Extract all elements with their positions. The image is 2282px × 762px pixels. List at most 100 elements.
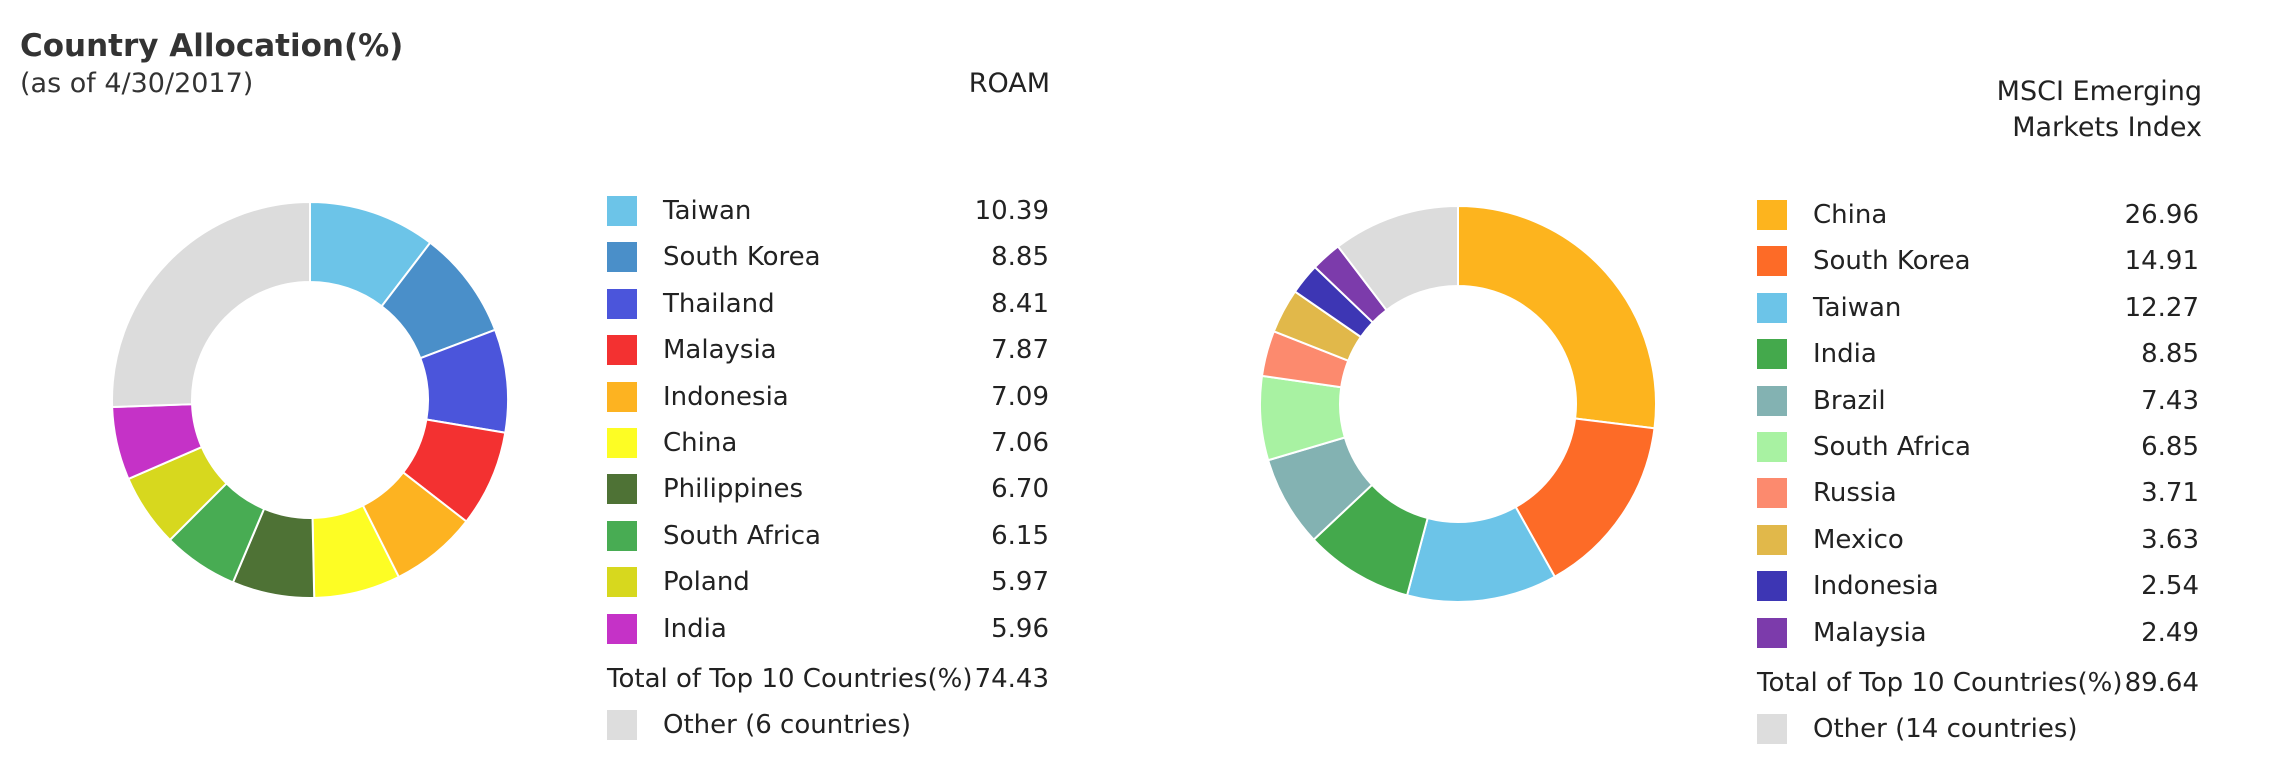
roam-legend-item-philippines: Philippines 6.70 — [607, 466, 1067, 512]
msci-legend-swatch — [1757, 524, 1787, 555]
msci-legend-item-south-africa: South Africa 6.85 — [1757, 424, 2217, 470]
msci-slice-other — [1336, 204, 1459, 312]
msci-legend-swatch — [1757, 200, 1787, 230]
msci-legend-label: Russia — [1813, 478, 1897, 509]
msci-legend-label: Indonesia — [1813, 571, 1939, 602]
msci-legend-item-taiwan: Taiwan 12.27 — [1757, 285, 2217, 331]
msci-chart-title: MSCI Emerging Markets Index — [1900, 74, 2202, 146]
msci-title-line-2: Markets Index — [2012, 112, 2202, 143]
roam-legend-swatch — [607, 427, 637, 458]
roam-legend-swatch — [607, 613, 637, 644]
msci-legend-item-china: China 26.96 — [1757, 192, 2217, 238]
msci-legend-label: India — [1813, 339, 1877, 370]
msci-legend-label: Mexico — [1813, 524, 1904, 555]
msci-legend-swatch — [1757, 431, 1787, 462]
roam-donut-chart — [111, 200, 509, 599]
roam-other-row: Other (6 countries) — [607, 702, 1067, 748]
roam-legend-swatch — [607, 335, 637, 366]
msci-other-label: Other (14 countries) — [1813, 713, 2078, 744]
msci-legend-item-south-korea: South Korea 14.91 — [1757, 238, 2217, 284]
page-title: Country Allocation(%) — [20, 28, 404, 64]
roam-legend-item-indonesia: Indonesia 7.09 — [607, 374, 1067, 420]
roam-legend-label: Malaysia — [663, 335, 777, 366]
msci-donut-chart — [1259, 204, 1657, 603]
msci-legend-label: South Korea — [1813, 246, 1971, 277]
roam-legend-value: 7.87 — [991, 335, 1049, 366]
roam-legend-value: 8.41 — [991, 288, 1049, 319]
roam-legend-swatch — [607, 196, 637, 226]
roam-legend-value: 6.15 — [991, 520, 1049, 551]
roam-legend-label: Philippines — [663, 474, 804, 505]
msci-legend-value: 2.54 — [2141, 571, 2199, 602]
msci-legend-label: China — [1813, 200, 1888, 230]
msci-legend-value: 3.63 — [2141, 524, 2199, 555]
as-of-date: (as of 4/30/2017) — [20, 68, 254, 99]
msci-total-row: Total of Top 10 Countries(%) 89.64 — [1757, 660, 2217, 706]
msci-legend-value: 8.85 — [2141, 339, 2199, 370]
roam-legend-item-south-africa: South Africa 6.15 — [607, 513, 1067, 559]
msci-legend-label: Taiwan — [1813, 292, 1902, 323]
roam-legend-swatch — [607, 242, 637, 273]
msci-legend-item-india: India 8.85 — [1757, 331, 2217, 377]
msci-legend-swatch — [1757, 385, 1787, 416]
roam-legend-item-china: China 7.06 — [607, 420, 1067, 466]
roam-legend-item-poland: Poland 5.97 — [607, 559, 1067, 605]
roam-legend-item-taiwan: Taiwan 10.39 — [607, 188, 1067, 234]
msci-legend-item-mexico: Mexico 3.63 — [1757, 517, 2217, 563]
roam-legend-label: Thailand — [663, 288, 775, 319]
roam-legend-swatch — [607, 520, 637, 551]
msci-legend-label: Brazil — [1813, 385, 1886, 416]
roam-total-row: Total of Top 10 Countries(%) 74.43 — [607, 656, 1067, 702]
roam-legend-value: 6.70 — [991, 474, 1049, 505]
roam-chart-title: ROAM — [968, 68, 1050, 99]
roam-legend-value: 5.96 — [991, 613, 1049, 644]
roam-legend: Taiwan 10.39 South Korea 8.85 Thailand 8.41 Ma… — [607, 188, 1067, 748]
roam-legend-label: Poland — [663, 567, 750, 598]
roam-legend-item-india: India 5.96 — [607, 606, 1067, 652]
roam-legend-value: 8.85 — [991, 242, 1049, 273]
roam-legend-label: India — [663, 613, 727, 644]
roam-legend-item-south-korea: South Korea 8.85 — [607, 234, 1067, 280]
msci-legend: China 26.96 South Korea 14.91 Taiwan 12.27 Ind… — [1757, 192, 2217, 752]
msci-legend-label: Malaysia — [1813, 617, 1927, 648]
roam-legend-value: 10.39 — [974, 196, 1049, 226]
msci-legend-swatch — [1757, 246, 1787, 277]
roam-total-label: Total of Top 10 Countries(%) — [607, 663, 973, 694]
roam-legend-label: Indonesia — [663, 381, 789, 412]
roam-legend-label: China — [663, 427, 738, 458]
msci-other-row: Other (14 countries) — [1757, 706, 2217, 752]
msci-legend-swatch — [1757, 478, 1787, 509]
msci-title-line-1: MSCI Emerging — [1996, 76, 2202, 107]
msci-legend-value: 14.91 — [2124, 246, 2199, 277]
msci-legend-swatch — [1757, 339, 1787, 370]
msci-total-label: Total of Top 10 Countries(%) — [1757, 667, 2123, 698]
msci-legend-label: South Africa — [1813, 431, 1971, 462]
msci-legend-value: 12.27 — [2124, 292, 2199, 323]
msci-legend-swatch — [1757, 571, 1787, 602]
roam-legend-item-malaysia: Malaysia 7.87 — [607, 327, 1067, 373]
msci-legend-item-indonesia: Indonesia 2.54 — [1757, 563, 2217, 609]
roam-other-label: Other (6 countries) — [663, 709, 911, 740]
msci-legend-swatch — [1757, 292, 1787, 323]
roam-legend-swatch — [607, 288, 637, 319]
msci-legend-item-malaysia: Malaysia 2.49 — [1757, 610, 2217, 656]
msci-legend-value: 3.71 — [2141, 478, 2199, 509]
roam-legend-swatch — [607, 567, 637, 598]
msci-legend-value: 2.49 — [2141, 617, 2199, 648]
roam-legend-value: 7.09 — [991, 381, 1049, 412]
roam-legend-swatch — [607, 474, 637, 505]
msci-legend-value: 6.85 — [2141, 431, 2199, 462]
roam-total-value: 74.43 — [974, 663, 1049, 694]
msci-other-swatch — [1757, 713, 1787, 744]
msci-legend-item-brazil: Brazil 7.43 — [1757, 378, 2217, 424]
msci-slice-china — [1457, 204, 1657, 430]
roam-legend-value: 5.97 — [991, 567, 1049, 598]
roam-legend-label: South Africa — [663, 520, 821, 551]
roam-other-swatch — [607, 709, 637, 740]
msci-legend-value: 26.96 — [2124, 200, 2199, 230]
msci-legend-item-russia: Russia 3.71 — [1757, 470, 2217, 516]
roam-legend-label: South Korea — [663, 242, 821, 273]
roam-legend-item-thailand: Thailand 8.41 — [607, 281, 1067, 327]
roam-legend-label: Taiwan — [663, 196, 752, 226]
msci-legend-swatch — [1757, 617, 1787, 648]
